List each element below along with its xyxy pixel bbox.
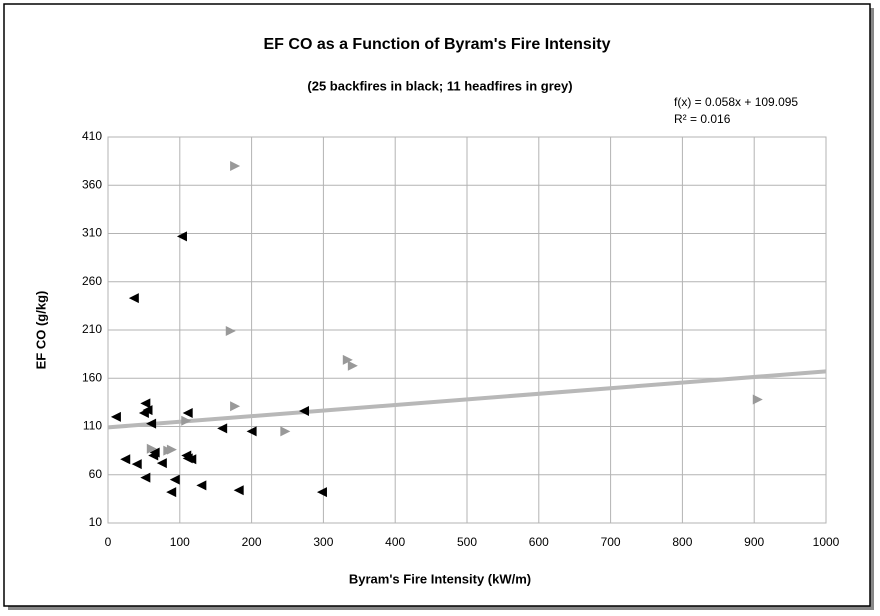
point [169,474,180,485]
y-axis-label: EF CO (g/kg) [33,291,48,370]
plot-border [107,136,827,524]
chart-subtitle: (25 backfires in black; 11 headfires in … [307,78,572,93]
point [163,445,174,456]
point [128,293,139,304]
point [233,485,244,496]
trend-r2: R² = 0.016 [674,112,731,126]
point [752,394,763,405]
x-tick-label: 300 [313,535,333,549]
point [230,160,241,171]
point [181,415,192,426]
y-tick-label: 210 [82,322,102,336]
point [299,406,310,417]
x-tick-label: 200 [242,535,262,549]
y-tick-label: 60 [89,467,103,481]
x-tick-label: 600 [529,535,549,549]
point [347,360,358,371]
point [146,443,157,454]
x-tick-label: 1000 [813,535,840,549]
y-tick-label: 360 [82,177,102,191]
x-tick-label: 900 [744,535,764,549]
y-tick-label: 410 [82,129,102,143]
point [182,407,193,418]
point [246,426,257,437]
point [217,423,228,434]
point [316,487,327,498]
point [280,426,291,437]
chart-title: EF CO as a Function of Byram's Fire Inte… [264,36,611,53]
point [149,447,160,458]
point [181,450,192,461]
x-tick-label: 100 [170,535,190,549]
point [140,398,151,409]
point [110,411,121,422]
point [156,458,167,469]
point [142,405,153,416]
point [131,459,142,470]
point [166,487,177,498]
y-tick-label: 310 [82,226,102,240]
x-tick-label: 0 [105,535,112,549]
point [146,418,157,429]
point [230,401,241,412]
trend-line [107,369,827,430]
point [176,231,187,242]
point [225,325,236,336]
y-tick-label: 110 [83,419,102,433]
x-tick-label: 500 [457,535,477,549]
y-tick-label: 10 [89,515,103,529]
x-tick-label: 800 [672,535,692,549]
x-tick-label: 700 [601,535,621,549]
y-tick-label: 160 [82,370,102,384]
frame [3,3,871,607]
point [342,354,353,365]
x-tick-label: 400 [385,535,405,549]
point [186,454,197,465]
trend-equation: f(x) = 0.058x + 109.095 [674,95,798,109]
point [140,472,151,483]
point [196,480,207,491]
x-axis-label: Byram's Fire Intensity (kW/m) [349,571,531,586]
y-tick-label: 260 [82,274,102,288]
point [120,454,131,465]
